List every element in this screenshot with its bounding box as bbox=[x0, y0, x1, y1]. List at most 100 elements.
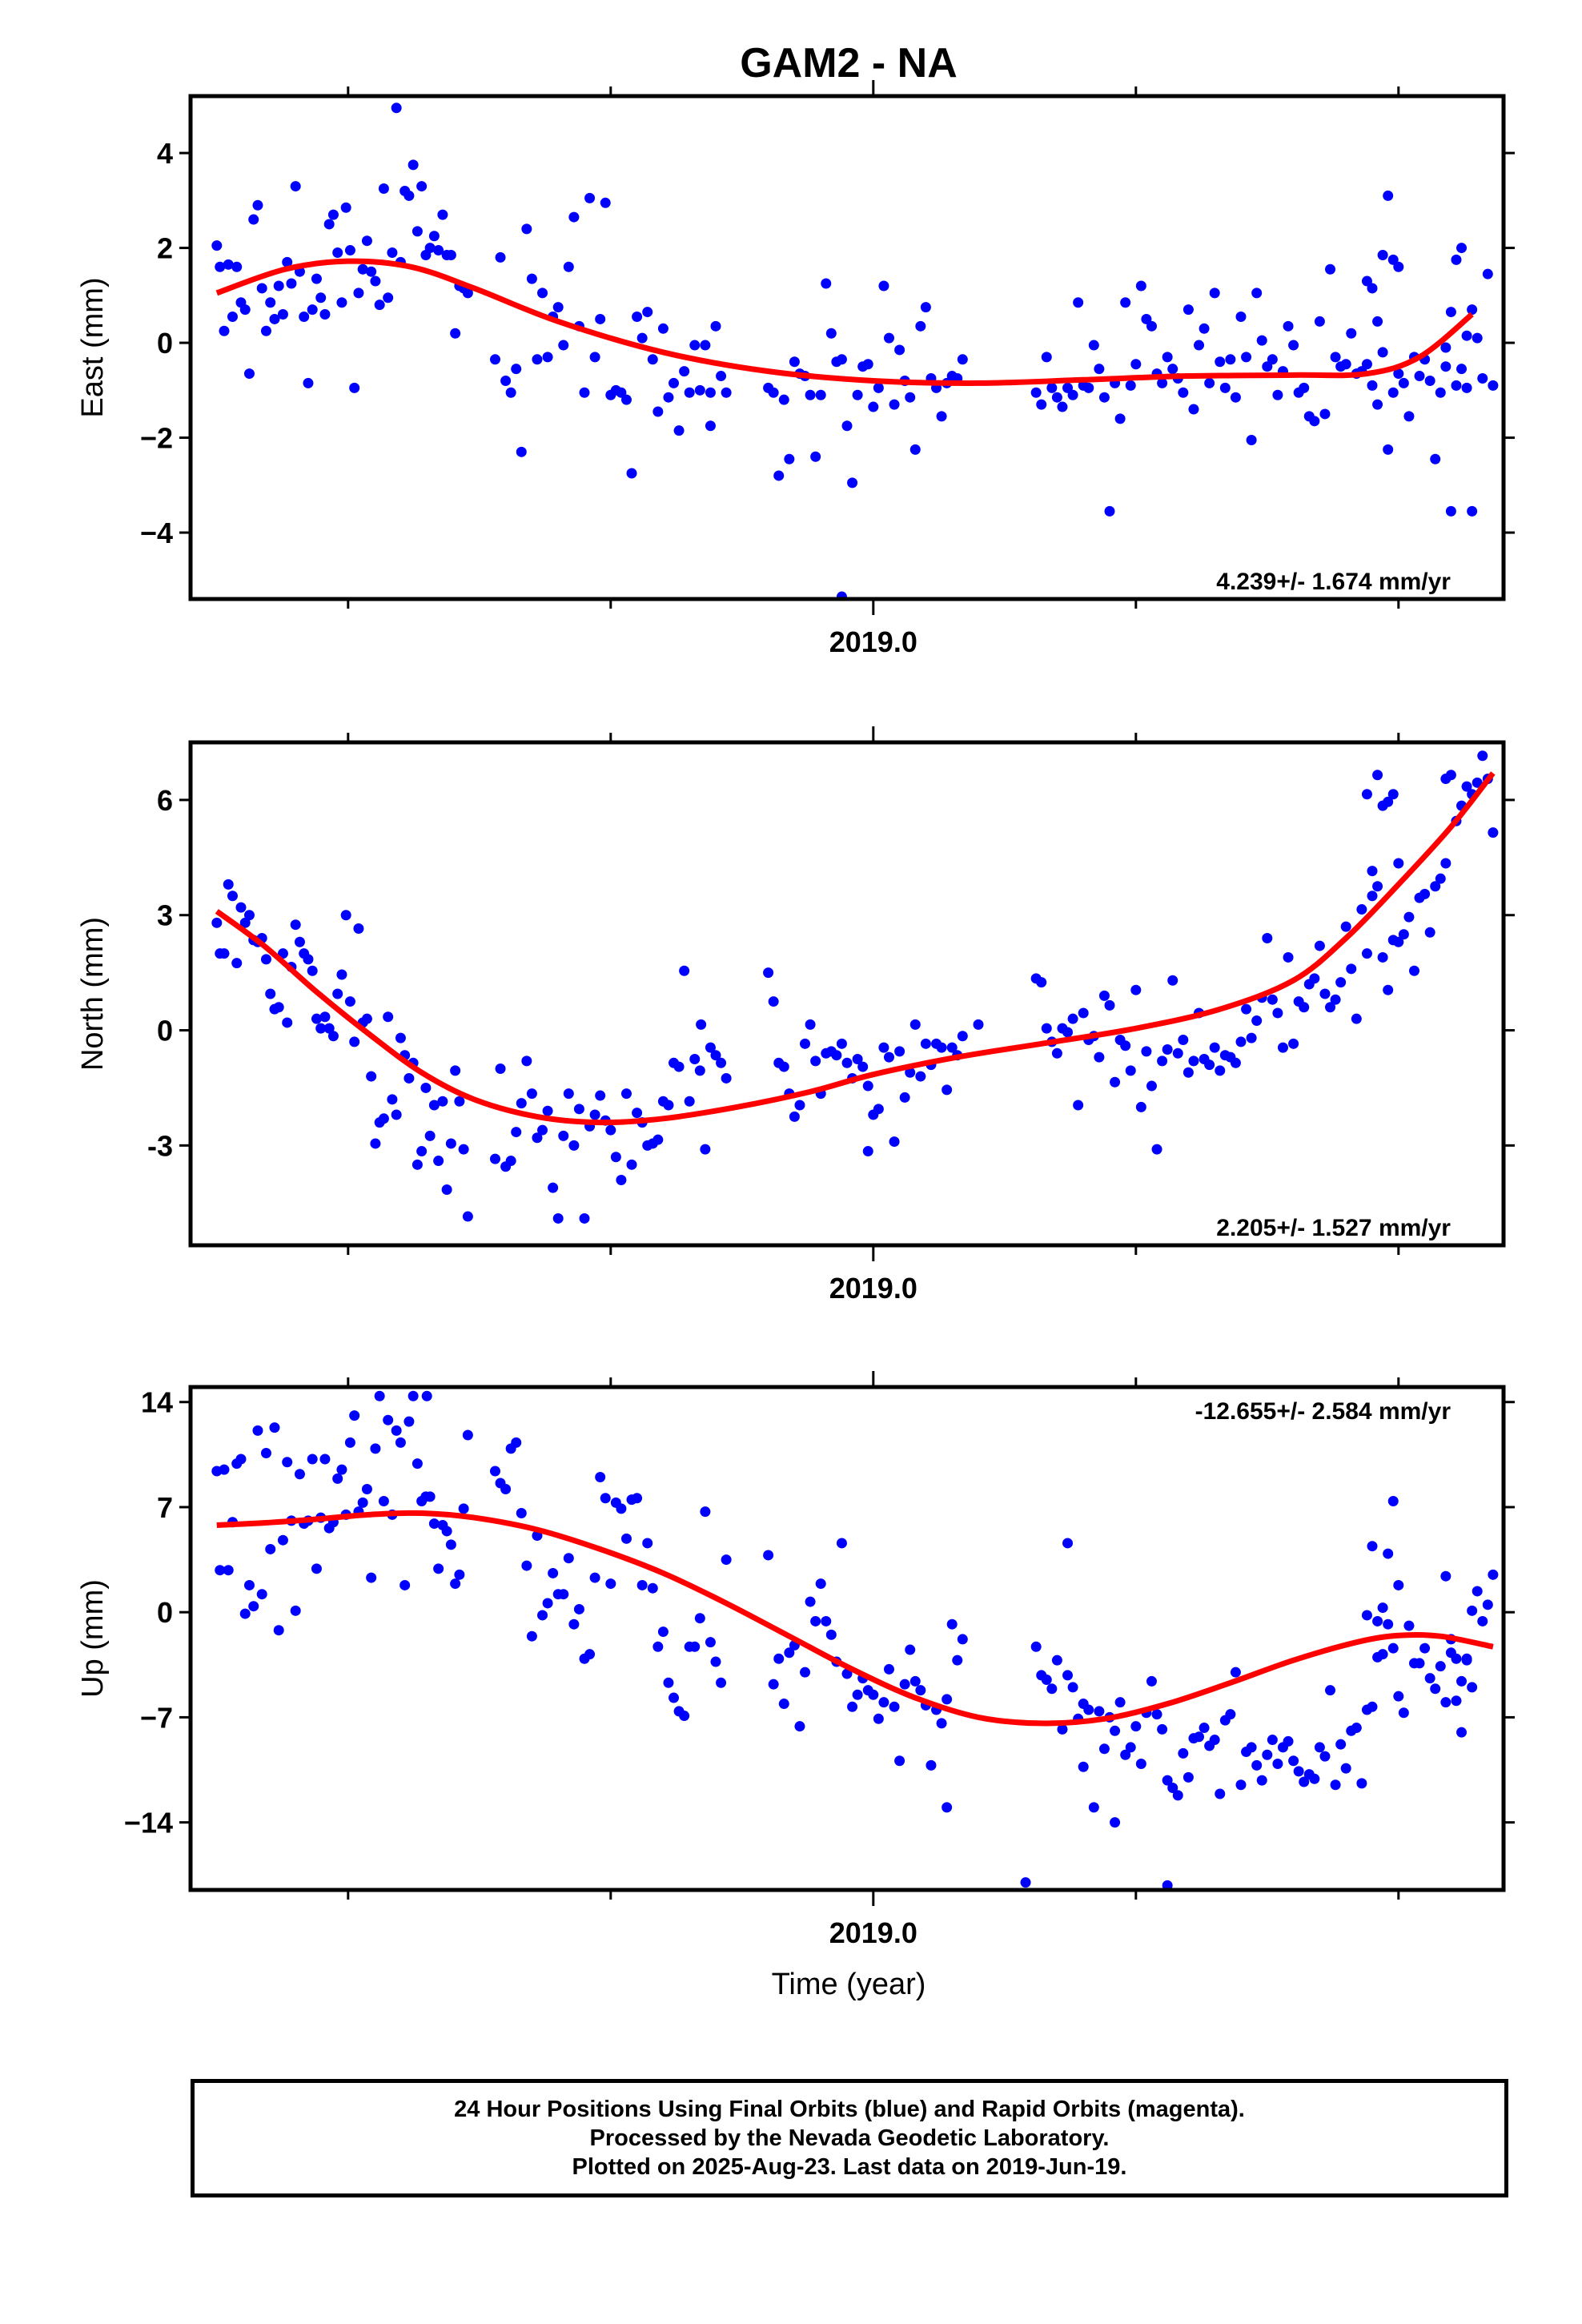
data-point bbox=[1356, 904, 1367, 915]
data-point bbox=[878, 280, 889, 292]
data-point bbox=[395, 1032, 406, 1043]
data-point bbox=[1451, 0, 1461, 6]
data-point bbox=[1283, 320, 1294, 332]
data-point bbox=[878, 1697, 889, 1708]
data-point bbox=[400, 1579, 411, 1590]
data-point bbox=[437, 1096, 448, 1107]
data-point bbox=[1104, 505, 1115, 517]
data-point bbox=[1435, 387, 1446, 398]
data-point bbox=[1372, 770, 1383, 781]
data-point bbox=[219, 1464, 230, 1475]
data-point bbox=[1135, 1101, 1146, 1112]
data-point bbox=[957, 1634, 968, 1645]
footer-line-2: Processed by the Nevada Geodetic Laborat… bbox=[589, 2125, 1110, 2151]
data-point bbox=[1403, 1620, 1415, 1631]
data-point bbox=[319, 1454, 331, 1465]
data-point bbox=[920, 1038, 931, 1049]
data-point bbox=[286, 278, 297, 289]
data-point bbox=[1393, 261, 1404, 272]
data-point bbox=[705, 420, 716, 432]
data-point bbox=[868, 401, 879, 412]
data-point bbox=[336, 297, 347, 308]
data-point bbox=[1340, 1763, 1351, 1774]
data-point bbox=[1488, 1569, 1499, 1580]
data-point bbox=[889, 399, 900, 410]
data-point bbox=[282, 256, 293, 267]
data-point bbox=[1351, 1013, 1362, 1024]
data-point bbox=[416, 1146, 428, 1157]
data-point bbox=[1110, 1817, 1121, 1828]
data-point bbox=[248, 1601, 259, 1612]
data-point bbox=[1398, 1707, 1409, 1719]
data-point bbox=[605, 1124, 616, 1136]
data-point bbox=[433, 1156, 444, 1167]
data-point bbox=[1456, 243, 1468, 254]
data-point bbox=[219, 325, 230, 336]
data-point bbox=[957, 1031, 968, 1042]
data-point bbox=[1387, 254, 1399, 265]
data-point bbox=[1041, 1023, 1052, 1034]
data-point bbox=[1419, 888, 1431, 899]
data-point bbox=[1314, 316, 1325, 327]
data-point bbox=[647, 1582, 658, 1594]
data-point bbox=[657, 323, 669, 334]
data-point bbox=[1251, 1015, 1263, 1027]
data-point bbox=[942, 1802, 953, 1813]
data-point bbox=[1446, 0, 1456, 6]
data-point bbox=[404, 190, 415, 201]
data-point bbox=[784, 1647, 795, 1659]
x-axis-label: Time (year) bbox=[772, 1968, 926, 2001]
y-tick-label: 6 bbox=[157, 784, 173, 817]
data-point bbox=[595, 1090, 606, 1101]
data-point bbox=[1041, 1675, 1052, 1686]
data-point bbox=[821, 1615, 832, 1626]
data-point bbox=[521, 223, 532, 235]
data-point bbox=[307, 965, 318, 976]
y-tick-label: −14 bbox=[124, 1807, 173, 1839]
data-point bbox=[652, 406, 664, 417]
data-point bbox=[1073, 297, 1084, 308]
gps-timeseries-chart: GAM2 - NA 4 2 0 −2 −4 2019.0 East (mm) 4.239+/-… bbox=[76, 0, 1515, 2001]
data-point bbox=[1325, 1685, 1336, 1696]
data-point bbox=[315, 1023, 327, 1034]
data-point bbox=[1151, 1709, 1162, 1720]
data-point bbox=[1288, 1755, 1299, 1767]
data-point bbox=[408, 1390, 419, 1401]
data-point bbox=[763, 1550, 774, 1561]
data-point bbox=[223, 259, 234, 270]
data-point bbox=[1209, 287, 1220, 299]
data-point bbox=[763, 967, 774, 979]
data-point bbox=[1387, 1495, 1399, 1506]
data-point bbox=[794, 1100, 805, 1111]
data-point bbox=[370, 275, 381, 287]
data-point bbox=[1335, 977, 1347, 988]
data-point bbox=[1461, 330, 1472, 341]
data-point bbox=[1130, 1721, 1142, 1732]
data-point bbox=[716, 1057, 727, 1068]
data-point bbox=[1377, 347, 1388, 358]
data-point bbox=[689, 1641, 701, 1652]
data-point bbox=[282, 1457, 293, 1468]
data-point bbox=[1256, 335, 1267, 346]
data-point bbox=[1125, 1065, 1136, 1076]
data-point bbox=[815, 1578, 826, 1590]
data-point bbox=[589, 1572, 600, 1583]
data-point bbox=[290, 181, 301, 192]
data-point bbox=[516, 1098, 527, 1109]
data-point bbox=[1467, 1605, 1478, 1616]
data-point bbox=[1351, 1723, 1362, 1734]
data-point bbox=[862, 359, 873, 370]
data-point bbox=[868, 1689, 879, 1700]
data-point bbox=[378, 1495, 389, 1506]
data-point bbox=[1178, 1035, 1189, 1046]
data-point bbox=[489, 1153, 500, 1164]
data-point bbox=[1088, 1802, 1099, 1813]
data-point bbox=[366, 1572, 377, 1583]
data-point bbox=[1125, 380, 1136, 391]
data-point bbox=[428, 1100, 440, 1111]
data-point bbox=[412, 226, 423, 237]
data-point bbox=[445, 1138, 456, 1149]
data-point bbox=[1157, 1723, 1168, 1735]
data-point bbox=[424, 1130, 436, 1141]
data-point bbox=[370, 1138, 381, 1149]
